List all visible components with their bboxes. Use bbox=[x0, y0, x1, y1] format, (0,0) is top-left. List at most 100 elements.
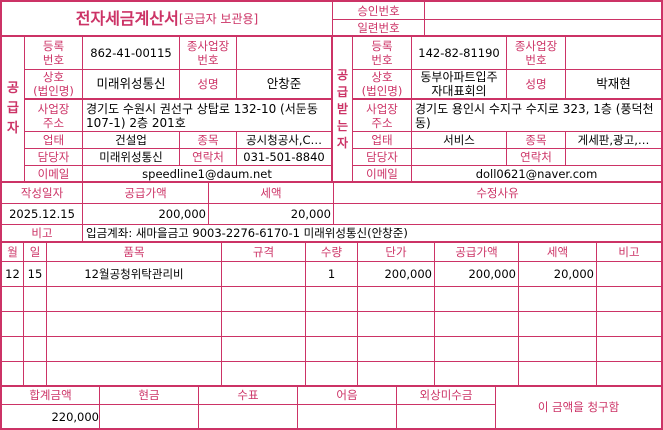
supplier-reg-value: 862-41-00115 bbox=[83, 37, 180, 70]
item-remark-cell bbox=[597, 262, 661, 287]
tax-value: 20,000 bbox=[209, 204, 334, 225]
receiver-email-value: doll0621@naver.com bbox=[412, 166, 661, 183]
col-header-spec: 규격 bbox=[222, 243, 306, 262]
item-remark-cell bbox=[597, 362, 661, 387]
receiver-rep-label: 성명 bbox=[507, 70, 566, 100]
supplier-sub-label: 종사업장 번호 bbox=[180, 37, 237, 70]
item-tax-cell bbox=[519, 337, 597, 362]
bill-label: 어음 bbox=[298, 386, 397, 405]
receiver-phone-value bbox=[566, 149, 661, 166]
col-header-qty: 수량 bbox=[306, 243, 358, 262]
receiver-reg-label: 등록 번호 bbox=[353, 37, 412, 70]
date-label: 작성일자 bbox=[2, 183, 83, 204]
item-item-cell bbox=[47, 337, 222, 362]
item-tax-cell bbox=[519, 312, 597, 337]
item-qty-cell bbox=[306, 312, 358, 337]
receiver-item-label: 종목 bbox=[507, 132, 566, 149]
item-day-cell bbox=[24, 337, 47, 362]
approval-value bbox=[425, 2, 661, 20]
item-tax-cell: 20,000 bbox=[519, 262, 597, 287]
item-spec-cell bbox=[222, 312, 306, 337]
item-qty-cell bbox=[306, 287, 358, 312]
col-header-day: 일 bbox=[24, 243, 47, 262]
item-month-cell bbox=[2, 362, 24, 387]
supplier-addr-label: 사업장 주소 bbox=[25, 100, 83, 132]
item-supply-cell: 200,000 bbox=[435, 262, 519, 287]
check-label: 수표 bbox=[199, 386, 298, 405]
item-spec-cell bbox=[222, 287, 306, 312]
receiver-contact-label: 담당자 bbox=[353, 149, 412, 166]
supplier-email-value: speedline1@daum.net bbox=[83, 166, 333, 183]
serial-value bbox=[425, 20, 661, 37]
date-value: 2025.12.15 bbox=[2, 204, 83, 225]
receiver-reg-value: 142-82-81190 bbox=[412, 37, 507, 70]
supplier-biz-label: 업태 bbox=[25, 132, 83, 149]
item-item-cell bbox=[47, 312, 222, 337]
receiver-name-value: 동부아파트입주 자대표회의 bbox=[412, 70, 507, 100]
item-remark-cell bbox=[597, 337, 661, 362]
check-value bbox=[199, 405, 298, 428]
item-unit-price-cell bbox=[358, 287, 435, 312]
item-qty-cell: 1 bbox=[306, 262, 358, 287]
item-day-cell bbox=[24, 362, 47, 387]
receiver-email-label: 이메일 bbox=[353, 166, 412, 183]
receiver-addr-value: 경기도 용인시 수지구 수지로 323, 1층 (풍덕천동) bbox=[412, 100, 661, 132]
supplier-phone-label: 연락처 bbox=[180, 149, 237, 166]
item-remark-cell bbox=[597, 287, 661, 312]
item-tax-cell bbox=[519, 362, 597, 387]
col-header-month: 월 bbox=[2, 243, 24, 262]
item-day-cell bbox=[24, 287, 47, 312]
supplier-item-label: 종목 bbox=[180, 132, 237, 149]
note-value: 입금계좌: 새마을금고 9003-2276-6170-1 미래위성통신(안창준) bbox=[83, 225, 661, 243]
receiver-section-label: 공 급 받 는 자 bbox=[333, 37, 353, 183]
item-spec-cell bbox=[222, 262, 306, 287]
total-value: 220,000 bbox=[2, 405, 100, 428]
receiver-phone-label: 연락처 bbox=[507, 149, 566, 166]
claim-text: 이 금액을 청구함 bbox=[537, 400, 620, 414]
title-text: 전자세금계산서 bbox=[75, 8, 179, 28]
total-label: 합계금액 bbox=[2, 386, 100, 405]
receiver-contact-value bbox=[412, 149, 507, 166]
bill-value bbox=[298, 405, 397, 428]
credit-label: 외상미수금 bbox=[397, 386, 496, 405]
supplier-sub-value bbox=[237, 37, 333, 70]
item-item-cell bbox=[47, 287, 222, 312]
item-qty-cell bbox=[306, 337, 358, 362]
reason-label: 수정사유 bbox=[334, 183, 661, 204]
item-item-cell: 12월공청위탁관리비 bbox=[47, 262, 222, 287]
supplier-biz-value: 건설업 bbox=[83, 132, 180, 149]
item-day-cell: 15 bbox=[24, 262, 47, 287]
reason-value bbox=[334, 204, 661, 225]
receiver-sub-label: 종사업장 번호 bbox=[507, 37, 566, 70]
tax-label: 세액 bbox=[209, 183, 334, 204]
receiver-biz-label: 업태 bbox=[353, 132, 412, 149]
col-header-remark: 비고 bbox=[597, 243, 661, 262]
supplier-rep-label: 성명 bbox=[180, 70, 237, 100]
credit-value bbox=[397, 405, 496, 428]
receiver-sub-value bbox=[566, 37, 661, 70]
item-remark-cell bbox=[597, 312, 661, 337]
subtitle-text: [공급자 보관용] bbox=[178, 11, 259, 26]
item-unit-price-cell bbox=[358, 312, 435, 337]
supply-value: 200,000 bbox=[83, 204, 209, 225]
supplier-email-label: 이메일 bbox=[25, 166, 83, 183]
item-spec-cell bbox=[222, 362, 306, 387]
item-item-cell bbox=[47, 362, 222, 387]
receiver-item-value: 게세판,광고,… bbox=[566, 132, 661, 149]
item-tax-cell bbox=[519, 287, 597, 312]
note-label: 비고 bbox=[2, 225, 83, 243]
item-supply-cell bbox=[435, 337, 519, 362]
item-day-cell bbox=[24, 312, 47, 337]
supplier-contact-value: 미래위성통신 bbox=[83, 149, 180, 166]
supplier-name-label: 상호 (법인명) bbox=[25, 70, 83, 100]
col-header-unit-price: 단가 bbox=[358, 243, 435, 262]
item-unit-price-cell bbox=[358, 362, 435, 387]
cash-value bbox=[100, 405, 199, 428]
item-month-cell bbox=[2, 312, 24, 337]
col-header-tax: 세액 bbox=[519, 243, 597, 262]
receiver-biz-value: 서비스 bbox=[412, 132, 507, 149]
item-unit-price-cell: 200,000 bbox=[358, 262, 435, 287]
item-supply-cell bbox=[435, 287, 519, 312]
supplier-contact-label: 담당자 bbox=[25, 149, 83, 166]
